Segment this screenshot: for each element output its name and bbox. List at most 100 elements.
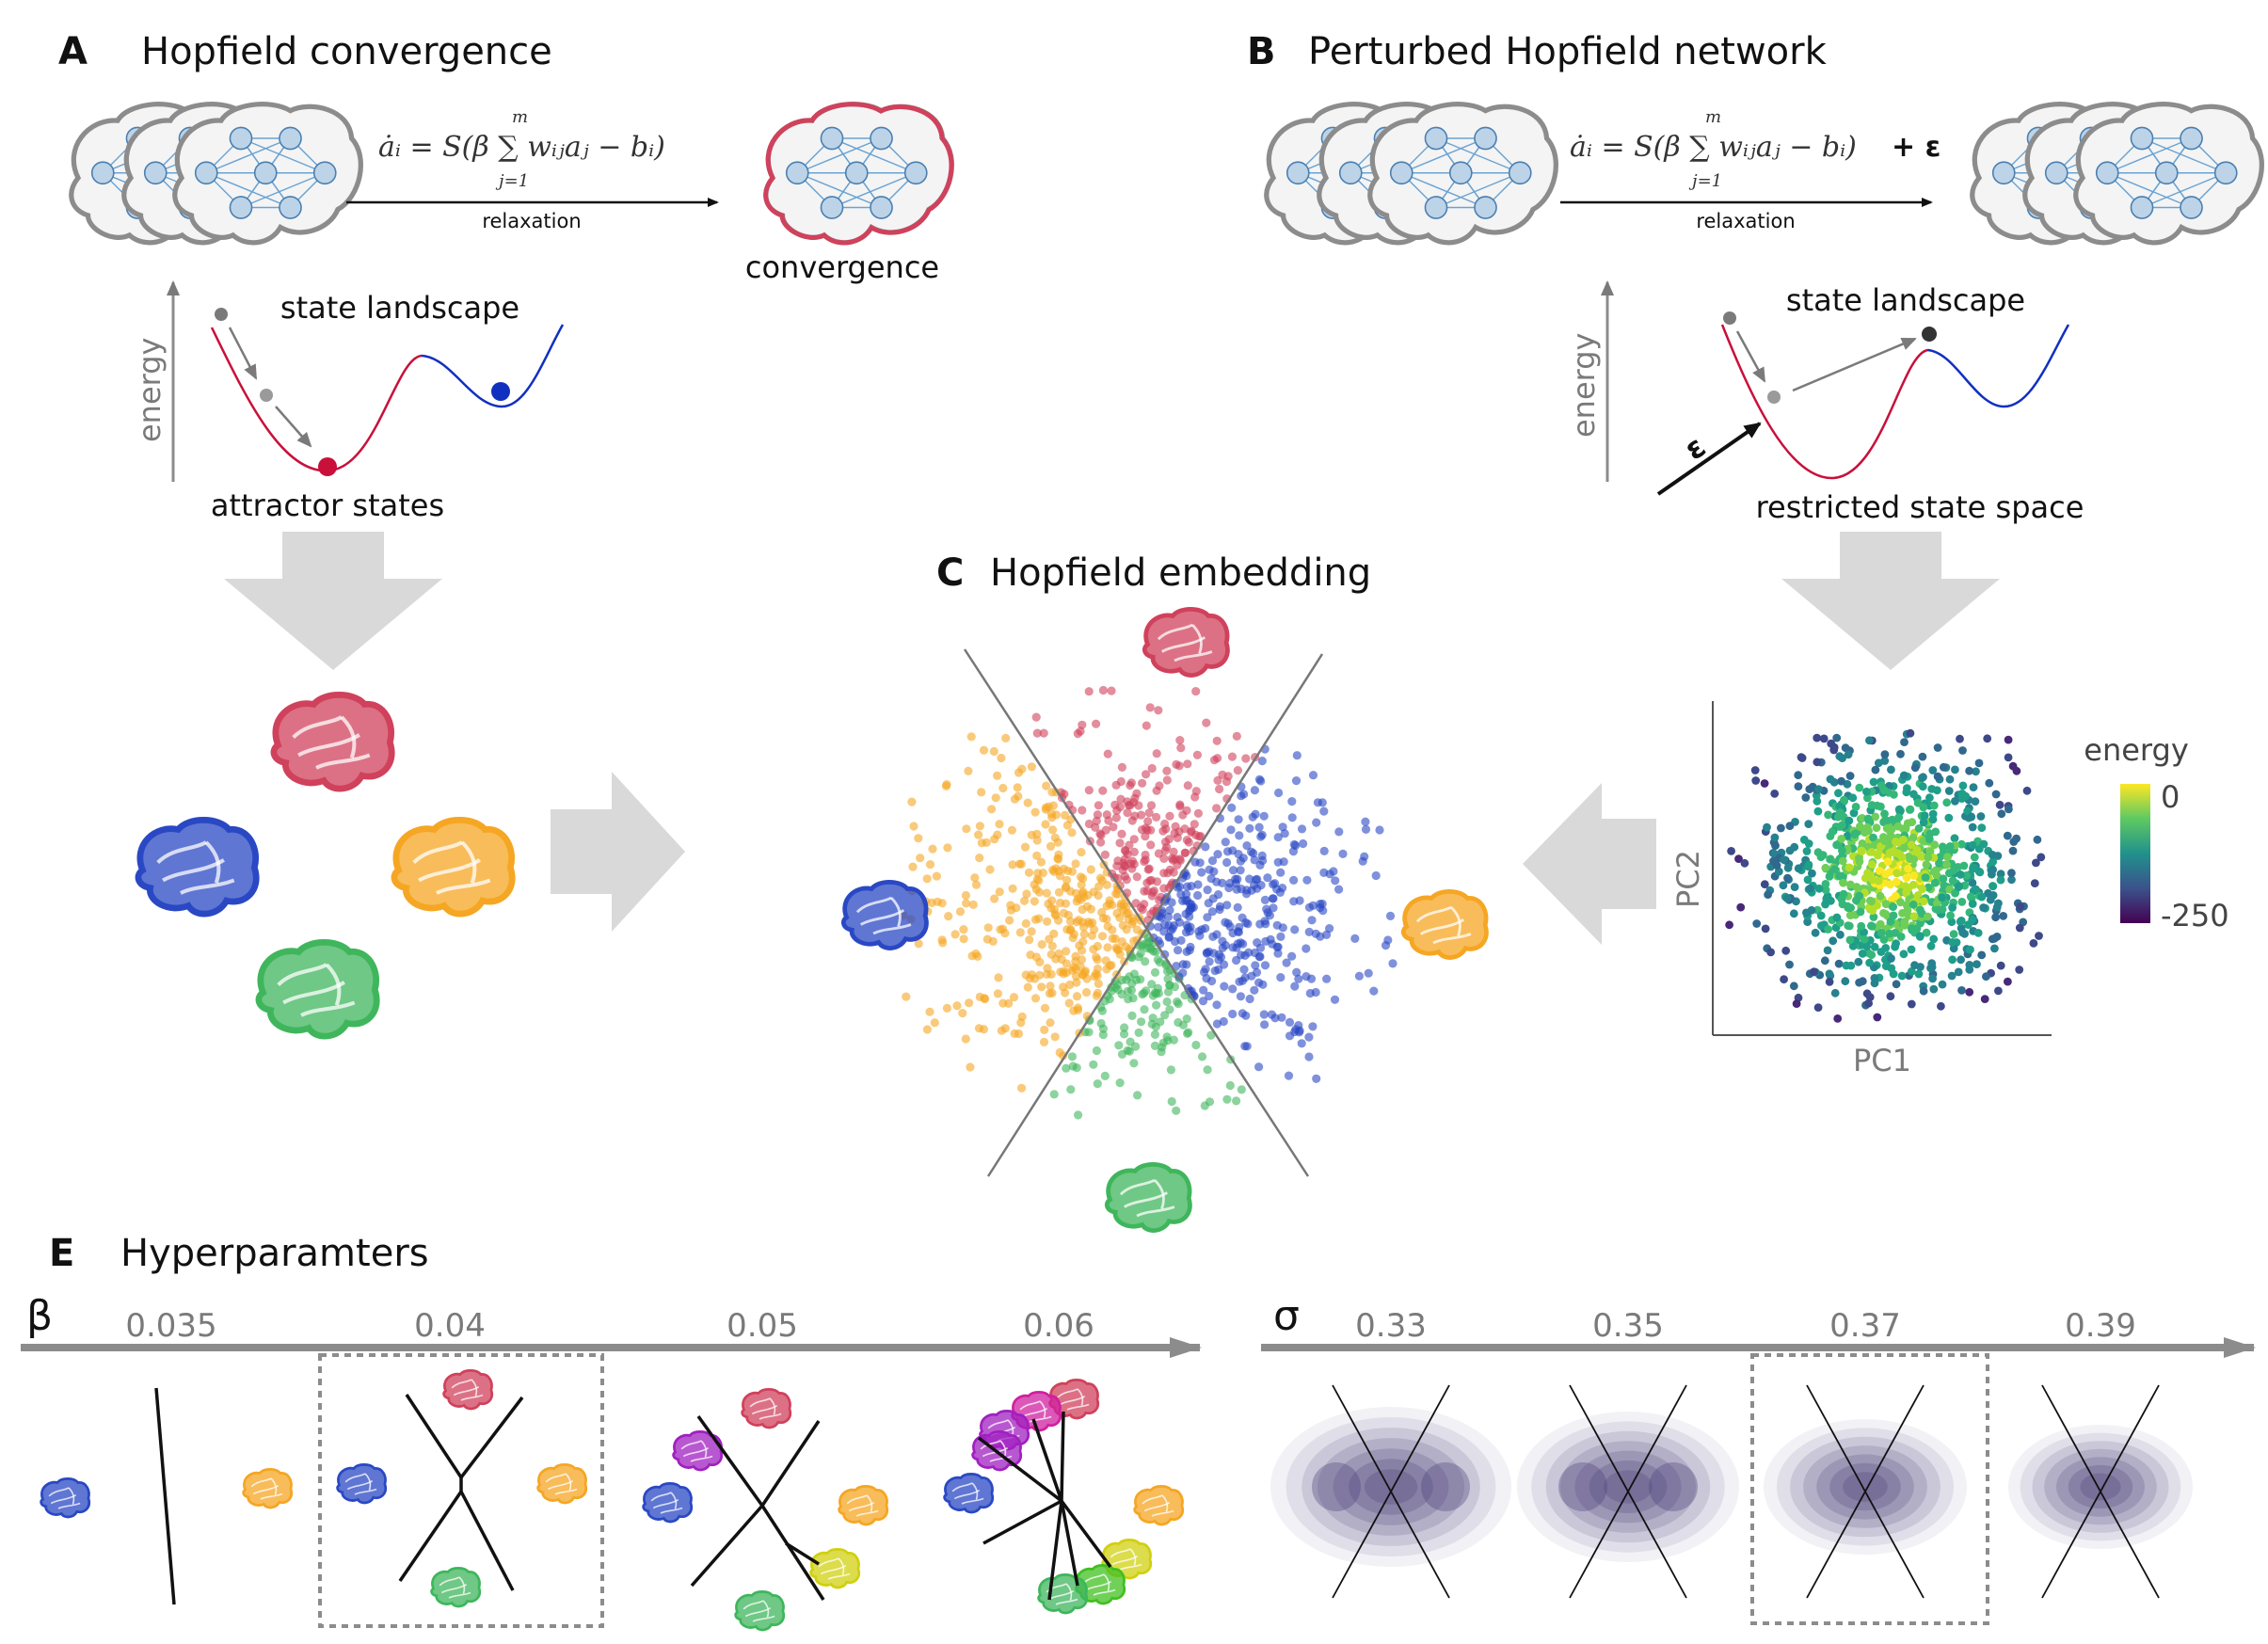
pca-point [1785, 960, 1794, 969]
embedding-point [1262, 904, 1271, 914]
embedding-point [1149, 947, 1158, 956]
pca-point [1807, 905, 1816, 915]
embedding-point [1084, 1028, 1094, 1037]
embedding-point [1158, 826, 1168, 836]
embedding-point [1021, 918, 1030, 929]
pca-point [1751, 776, 1761, 785]
boundary-tree [977, 1411, 1112, 1601]
embedding-point [974, 1024, 984, 1033]
embedding-point [1054, 916, 1063, 925]
embedding-point [1152, 749, 1161, 758]
embedding-point [1228, 866, 1238, 875]
embedding-point [1295, 896, 1304, 905]
pca-point [1918, 774, 1926, 782]
pca-point [1863, 793, 1872, 803]
embedding-point [1360, 852, 1369, 861]
pca-point [1876, 891, 1885, 901]
pca-point [1948, 955, 1957, 965]
embedding-point [1087, 931, 1096, 940]
pca-point [1991, 790, 2001, 799]
attractor-brain-blue [642, 1481, 694, 1524]
embedding-point [1182, 960, 1191, 969]
pca-point [1977, 892, 1987, 902]
embedding-point [1220, 982, 1229, 991]
embedding-point [1276, 868, 1286, 877]
embedding-point [1094, 890, 1103, 901]
embedding-point [1361, 817, 1370, 826]
pca-point [1824, 925, 1832, 934]
pca-point [1832, 913, 1842, 922]
embedding-point [1044, 899, 1053, 909]
embedding-point [1330, 995, 1340, 1004]
brain-network-icon [1973, 104, 2262, 243]
pca-point [1740, 858, 1749, 868]
pca-point [1736, 902, 1746, 912]
embedding-point [1167, 1096, 1176, 1107]
embedding-point [1185, 927, 1194, 936]
pca-point [1819, 734, 1829, 743]
pca-point [1857, 846, 1866, 855]
embedding-point [1101, 956, 1110, 966]
pca-point [1879, 935, 1889, 944]
embedding-point [1282, 958, 1291, 967]
beta-tick: 0.05 [727, 1307, 798, 1345]
embedding-point [1302, 944, 1311, 953]
embedding-point [1112, 980, 1122, 989]
embedding-point [1117, 762, 1126, 773]
density-contour [1803, 1445, 1927, 1528]
embedding-point [1103, 749, 1112, 758]
pca-point [1933, 905, 1942, 915]
pca-point [1948, 938, 1957, 947]
pca-point [1865, 958, 1874, 967]
embedding-point [1136, 949, 1145, 958]
pca-point [1909, 833, 1918, 842]
pca-point [1921, 873, 1930, 882]
embedding-point [1308, 1022, 1318, 1031]
pca-point [1907, 945, 1916, 954]
embedding-point [1173, 860, 1182, 870]
embedding-point [1150, 1029, 1159, 1039]
embedding-point [1147, 763, 1157, 774]
embedding-point [1134, 1028, 1143, 1037]
embedding-point [1313, 798, 1322, 807]
pca-point [1734, 854, 1743, 863]
embedding-point [1059, 908, 1068, 918]
embedding-point [1207, 856, 1218, 866]
embedding-point [1093, 810, 1102, 820]
sigma-tick: 0.39 [2065, 1307, 2136, 1345]
pca-point [1877, 929, 1886, 937]
pca-point [1873, 801, 1882, 810]
density-contour [2056, 1457, 2145, 1517]
embedding-point [1193, 880, 1203, 889]
pca-point [1835, 808, 1845, 817]
pca-point [1894, 813, 1904, 822]
embedding-point [1084, 786, 1094, 795]
embedding-point [1198, 997, 1208, 1006]
pca-point [1904, 884, 1913, 893]
embedding-point [1244, 948, 1254, 957]
pca-point [1845, 863, 1854, 872]
pca-point [1789, 909, 1798, 918]
pca-point [1933, 743, 1942, 752]
embedding-point [1261, 936, 1270, 947]
embedding-point [1056, 967, 1065, 977]
pca-point [1889, 902, 1897, 911]
pca-point [1838, 856, 1847, 866]
beta-tick: 0.04 [414, 1307, 486, 1345]
pca-point [2022, 786, 2032, 795]
attractor-brain-blue [336, 1462, 388, 1505]
pca-point [1880, 750, 1890, 758]
density-contour [2008, 1425, 2193, 1549]
embedding-point [1103, 943, 1112, 952]
embedding-point [1098, 786, 1108, 795]
pca-point [2009, 838, 2019, 846]
embedding-point [1248, 812, 1257, 822]
embedding-point [1046, 841, 1056, 852]
panel-e-title: Hyperparamters [120, 1232, 429, 1275]
pca-point [1803, 875, 1813, 885]
pca-point [1906, 854, 1914, 863]
pca-point [2007, 869, 2016, 878]
attractor-brain-green [734, 1589, 786, 1632]
pca-point [1725, 920, 1733, 930]
pca-point [1834, 959, 1844, 968]
